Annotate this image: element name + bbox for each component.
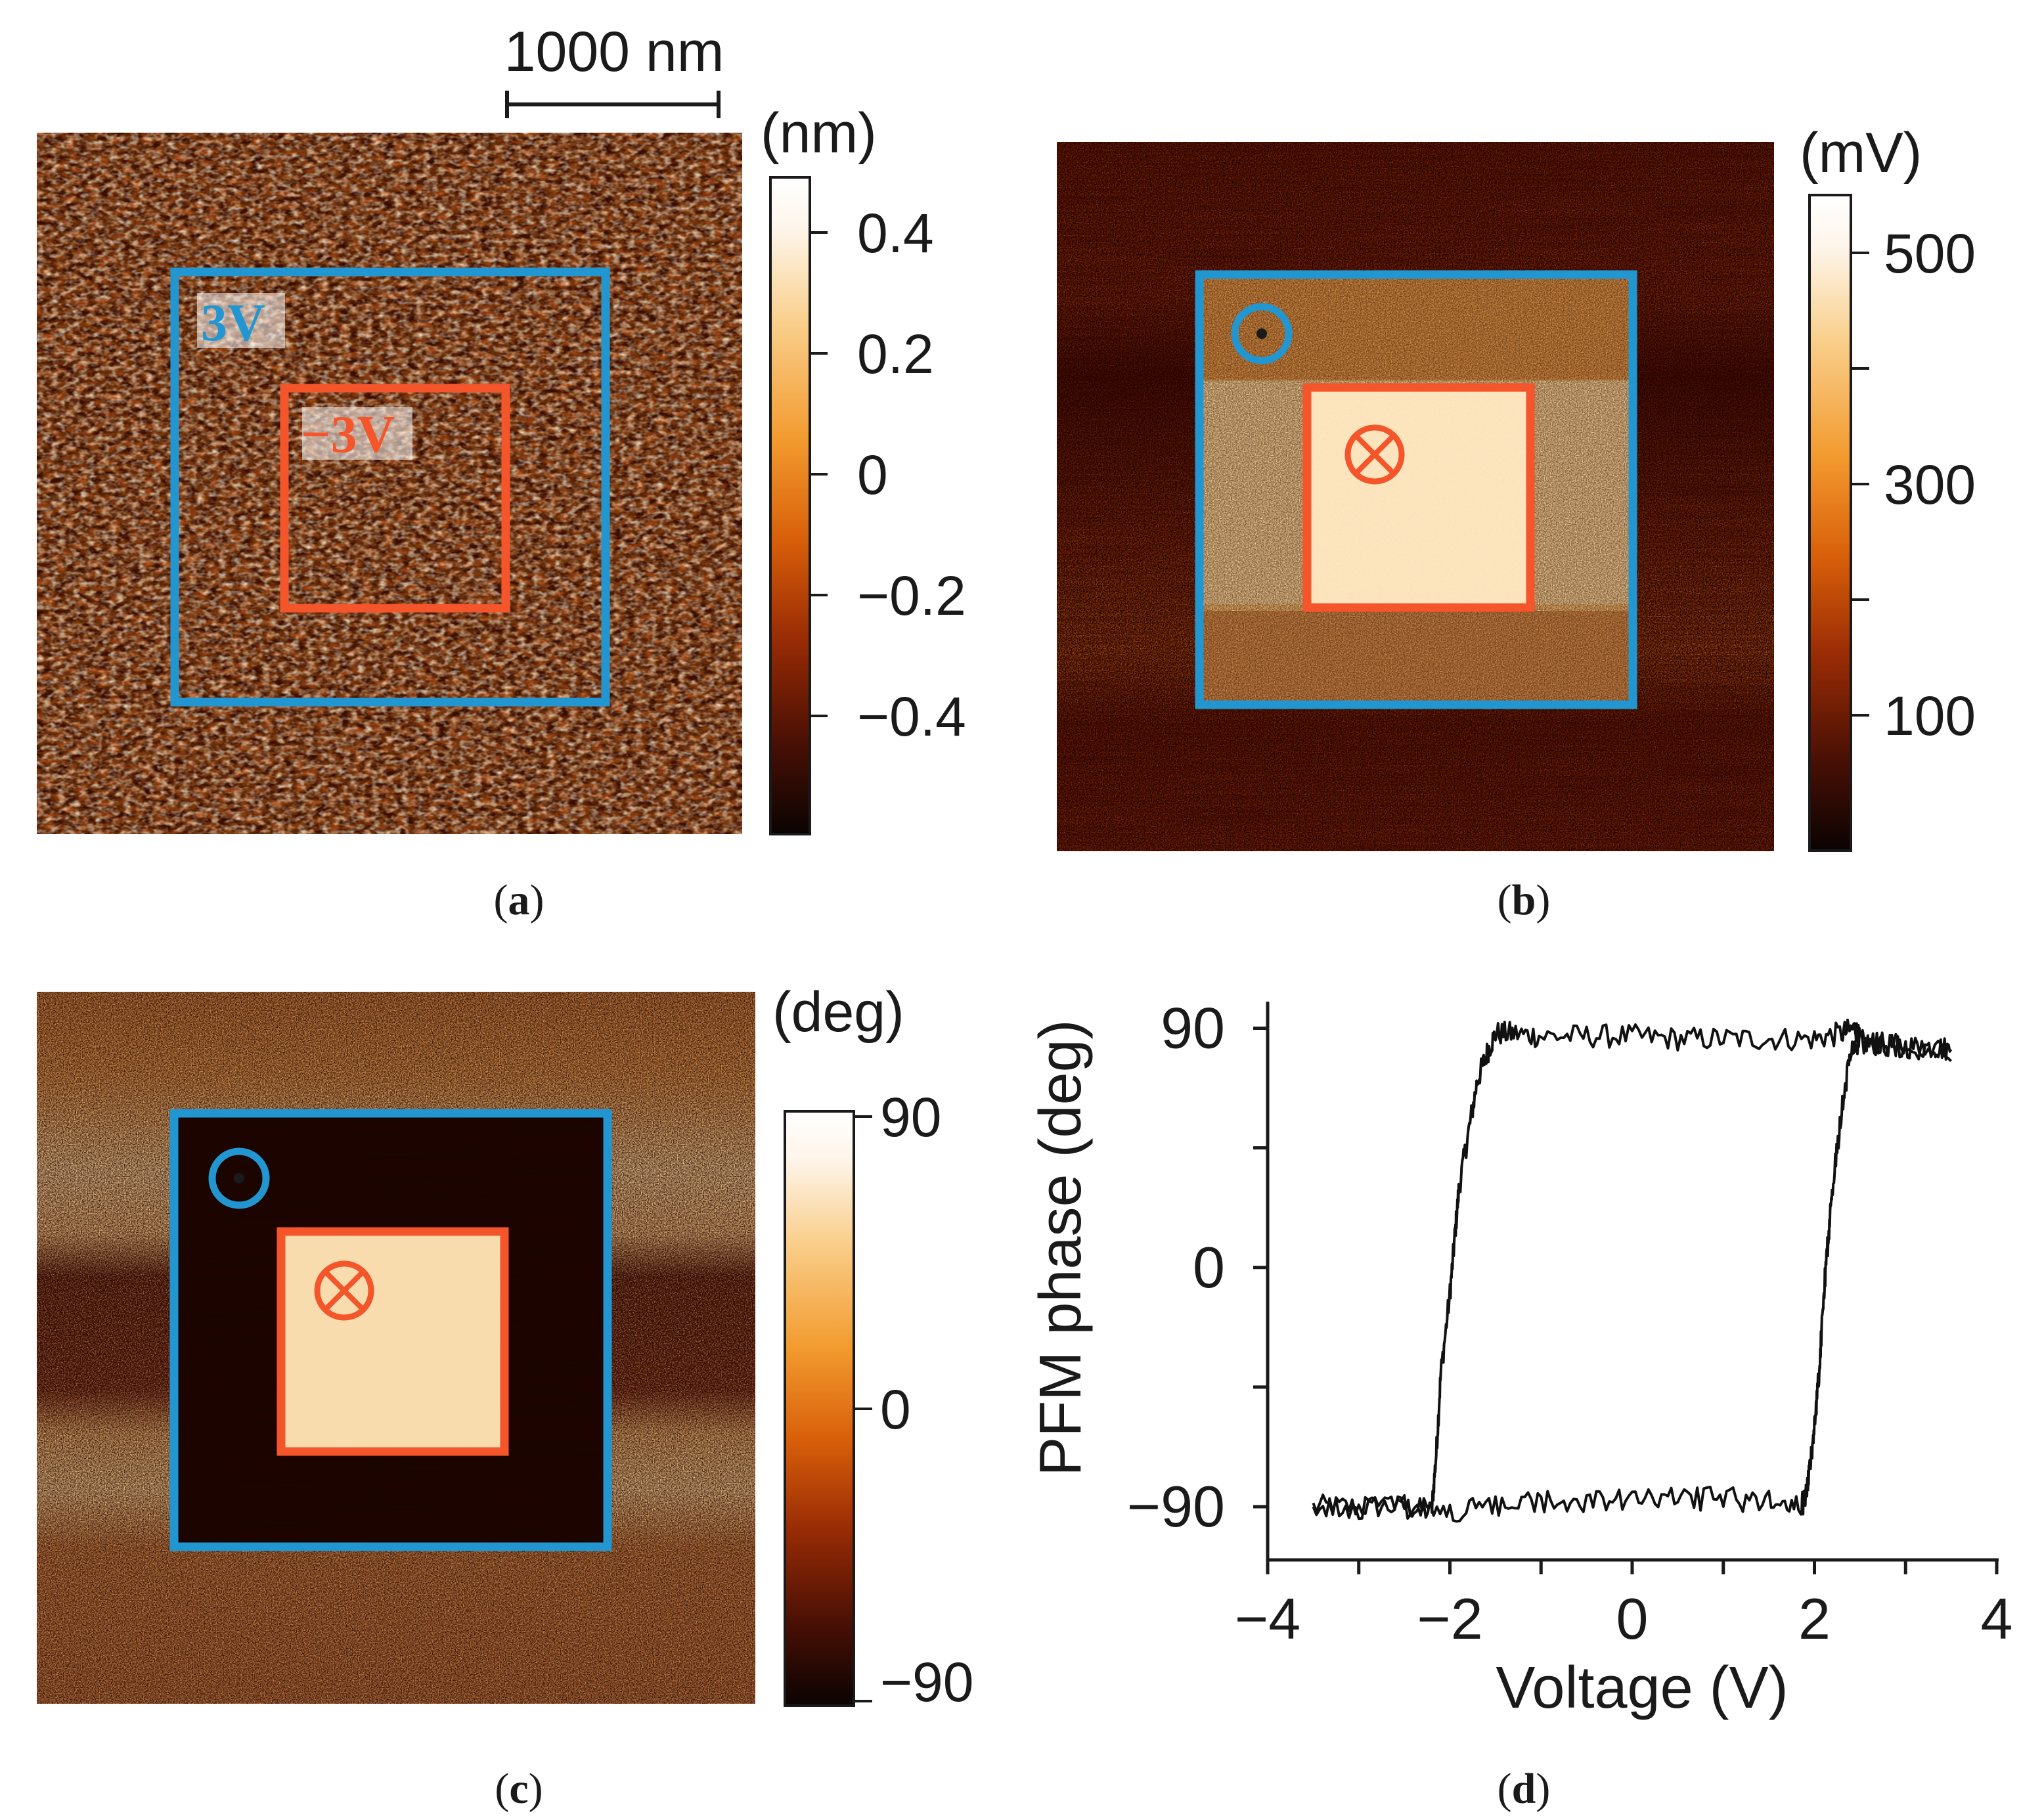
panel-a-colorbar-unit: (nm): [761, 102, 877, 165]
panel-c-colorbar: (deg) 90 0 −90: [772, 981, 974, 1713]
panel-b-inner-box: [1302, 383, 1535, 612]
polarization-down-icon: [1344, 424, 1405, 485]
panel-b-colorbar-tick: 300: [1884, 454, 1976, 516]
panel-c-caption: (c): [495, 1765, 543, 1813]
polarization-down-icon: [314, 1260, 374, 1321]
panel-c-colorbar-tick: 90: [880, 1086, 941, 1148]
x-tick-label: 4: [1981, 1586, 2013, 1651]
panel-a-colorbar-tick: −0.2: [857, 565, 966, 627]
x-tick-label: −4: [1235, 1586, 1300, 1651]
panel-b: (mV) 500 300 100 (b): [1057, 122, 1976, 924]
panel-a: 3V −3V 1000 nm (nm) 0.4 0.2 0 −0.2 −0.4 …: [37, 20, 966, 924]
hysteresis-chart: −4 −2 0 2 4 −90 0 90 Voltage (V) PFM phase (deg…: [1028, 995, 2012, 1721]
panel-a-colorbar: (nm) 0.4 0.2 0 −0.2 −0.4: [761, 102, 966, 835]
panel-b-colorbar-tick: 500: [1884, 223, 1976, 284]
panel-c-inner-box: [277, 1227, 509, 1456]
panel-a-inner-box-label: −3V: [301, 406, 395, 464]
panel-c-colorbar-tick: 0: [880, 1379, 911, 1440]
y-tick-label: −90: [1127, 1474, 1225, 1539]
panel-a-colorbar-tick: 0: [857, 444, 888, 506]
x-tick-label: 0: [1616, 1586, 1649, 1651]
panel-a-caption: (a): [494, 876, 544, 924]
panel-c-colorbar-tick: −90: [880, 1651, 974, 1713]
panel-a-colorbar-tick: 0.4: [857, 202, 934, 264]
scale-bar-label: 1000 nm: [504, 20, 724, 83]
y-tick-label: 0: [1193, 1235, 1225, 1300]
panel-a-topography-map: [37, 133, 742, 834]
chart-x-axis-label: Voltage (V): [1496, 1655, 1788, 1721]
polarization-up-icon: [208, 1147, 270, 1209]
x-tick-label: −2: [1417, 1586, 1482, 1651]
panel-a-outer-box-label: 3V: [201, 294, 265, 352]
panel-b-colorbar-tick: 100: [1884, 685, 1976, 747]
polarization-up-icon: [1231, 303, 1293, 365]
panel-b-amplitude-map: [1057, 142, 1774, 851]
series-line-reverse: [1312, 1031, 1952, 1523]
panel-d-caption: (d): [1498, 1765, 1551, 1813]
panel-c-outer-box: [169, 1109, 612, 1551]
panel-a-colorbar-tick: 0.2: [857, 323, 934, 385]
x-tick-label: 2: [1798, 1586, 1831, 1651]
panel-c: (deg) 90 0 −90 (c): [37, 981, 974, 1813]
panel-b-colorbar-unit: (mV): [1800, 122, 1922, 185]
panel-a-colorbar-tick: −0.4: [857, 686, 966, 747]
panel-c-phase-map: [37, 992, 755, 1704]
panel-b-outer-box: [1195, 270, 1637, 709]
panel-a-inner-box: [280, 384, 510, 613]
y-tick-label: 90: [1161, 995, 1225, 1060]
series-line-forward: [1312, 1018, 1953, 1519]
panel-b-caption: (b): [1498, 876, 1551, 924]
panel-b-colorbar: (mV) 500 300 100: [1800, 122, 1976, 852]
panel-d: −4 −2 0 2 4 −90 0 90 Voltage (V) PFM phase (deg…: [1028, 995, 2012, 1813]
panel-a-outer-box: [170, 267, 610, 707]
chart-y-axis-label: PFM phase (deg): [1028, 1019, 1094, 1476]
panel-c-colorbar-unit: (deg): [772, 981, 904, 1044]
scale-bar: 1000 nm: [504, 20, 724, 118]
